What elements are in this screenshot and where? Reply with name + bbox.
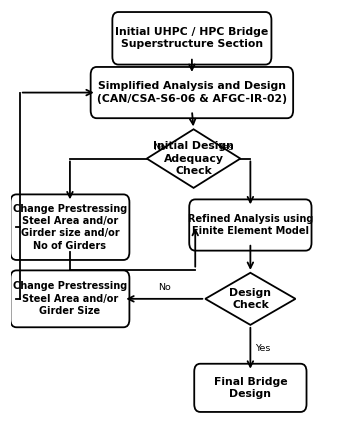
- Polygon shape: [205, 273, 296, 325]
- Text: Refined Analysis using
Finite Element Model: Refined Analysis using Finite Element Mo…: [188, 214, 313, 236]
- FancyBboxPatch shape: [112, 12, 271, 65]
- Text: Change Prestressing
Steel Area and/or
Girder Size: Change Prestressing Steel Area and/or Gi…: [13, 281, 127, 316]
- Text: Yes: Yes: [255, 344, 271, 353]
- Text: Yes: Yes: [218, 143, 234, 152]
- Text: Design
Check: Design Check: [229, 288, 271, 310]
- Text: Simplified Analysis and Design
(CAN/CSA-S6-06 & AFGC-IR-02): Simplified Analysis and Design (CAN/CSA-…: [97, 81, 287, 104]
- Text: Change Prestressing
Steel Area and/or
Girder size and/or
No of Girders: Change Prestressing Steel Area and/or Gi…: [13, 204, 127, 251]
- Text: Initial UHPC / HPC Bridge
Superstructure Section: Initial UHPC / HPC Bridge Superstructure…: [115, 27, 269, 49]
- Text: Final Bridge
Design: Final Bridge Design: [213, 377, 287, 399]
- Text: No: No: [158, 283, 171, 292]
- FancyBboxPatch shape: [91, 67, 293, 118]
- FancyBboxPatch shape: [10, 271, 129, 327]
- Polygon shape: [147, 129, 240, 188]
- Text: Initial Design
Adequacy
Check: Initial Design Adequacy Check: [153, 141, 234, 176]
- Text: No: No: [153, 143, 166, 152]
- FancyBboxPatch shape: [10, 194, 129, 260]
- FancyBboxPatch shape: [189, 199, 312, 251]
- FancyBboxPatch shape: [194, 364, 306, 412]
